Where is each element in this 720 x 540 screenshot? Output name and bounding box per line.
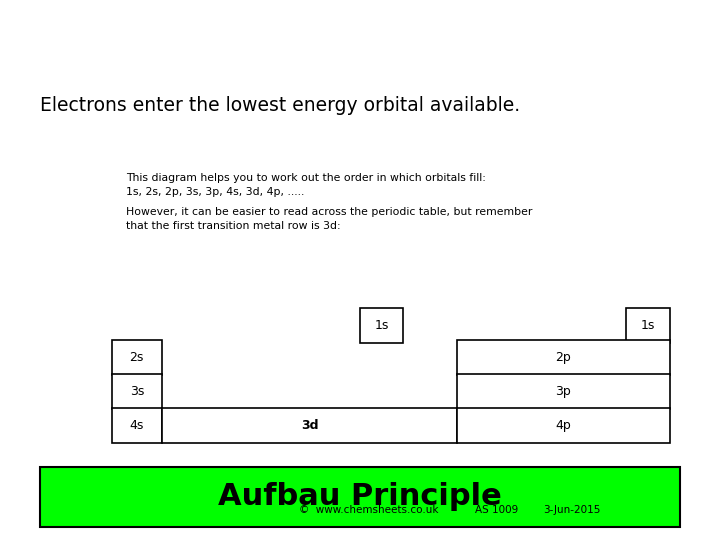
Text: Electrons enter the lowest energy orbital available.: Electrons enter the lowest energy orbita…: [40, 96, 520, 115]
Text: 3s: 3s: [130, 385, 144, 399]
Bar: [40, 467, 680, 526]
Bar: [457, 374, 670, 409]
Bar: [457, 408, 670, 443]
Text: 1s: 1s: [374, 319, 389, 332]
Text: 2p: 2p: [556, 351, 571, 364]
Text: AS 1009: AS 1009: [475, 505, 518, 515]
Text: However, it can be easier to read across the periodic table, but remember: However, it can be easier to read across…: [126, 207, 532, 217]
Bar: [626, 308, 670, 343]
Text: 2s: 2s: [130, 351, 144, 364]
Text: 4p: 4p: [556, 419, 571, 433]
Bar: [112, 374, 162, 409]
Text: 4s: 4s: [130, 419, 144, 433]
Text: 3d: 3d: [301, 419, 318, 433]
Text: ©  www.chemsheets.co.uk: © www.chemsheets.co.uk: [299, 505, 438, 515]
Bar: [457, 340, 670, 375]
Text: 1s, 2s, 2p, 3s, 3p, 4s, 3d, 4p, .....: 1s, 2s, 2p, 3s, 3p, 4s, 3d, 4p, .....: [126, 187, 305, 197]
Text: 3-Jun-2015: 3-Jun-2015: [544, 505, 601, 515]
Text: 1s: 1s: [641, 319, 655, 332]
Bar: [360, 308, 403, 343]
Bar: [112, 408, 162, 443]
Bar: [112, 340, 162, 375]
Text: 3p: 3p: [556, 385, 571, 399]
Text: that the first transition metal row is 3d:: that the first transition metal row is 3…: [126, 221, 341, 231]
Text: This diagram helps you to work out the order in which orbitals fill:: This diagram helps you to work out the o…: [126, 173, 486, 183]
Bar: [162, 408, 457, 443]
Text: Aufbau Principle: Aufbau Principle: [218, 482, 502, 511]
